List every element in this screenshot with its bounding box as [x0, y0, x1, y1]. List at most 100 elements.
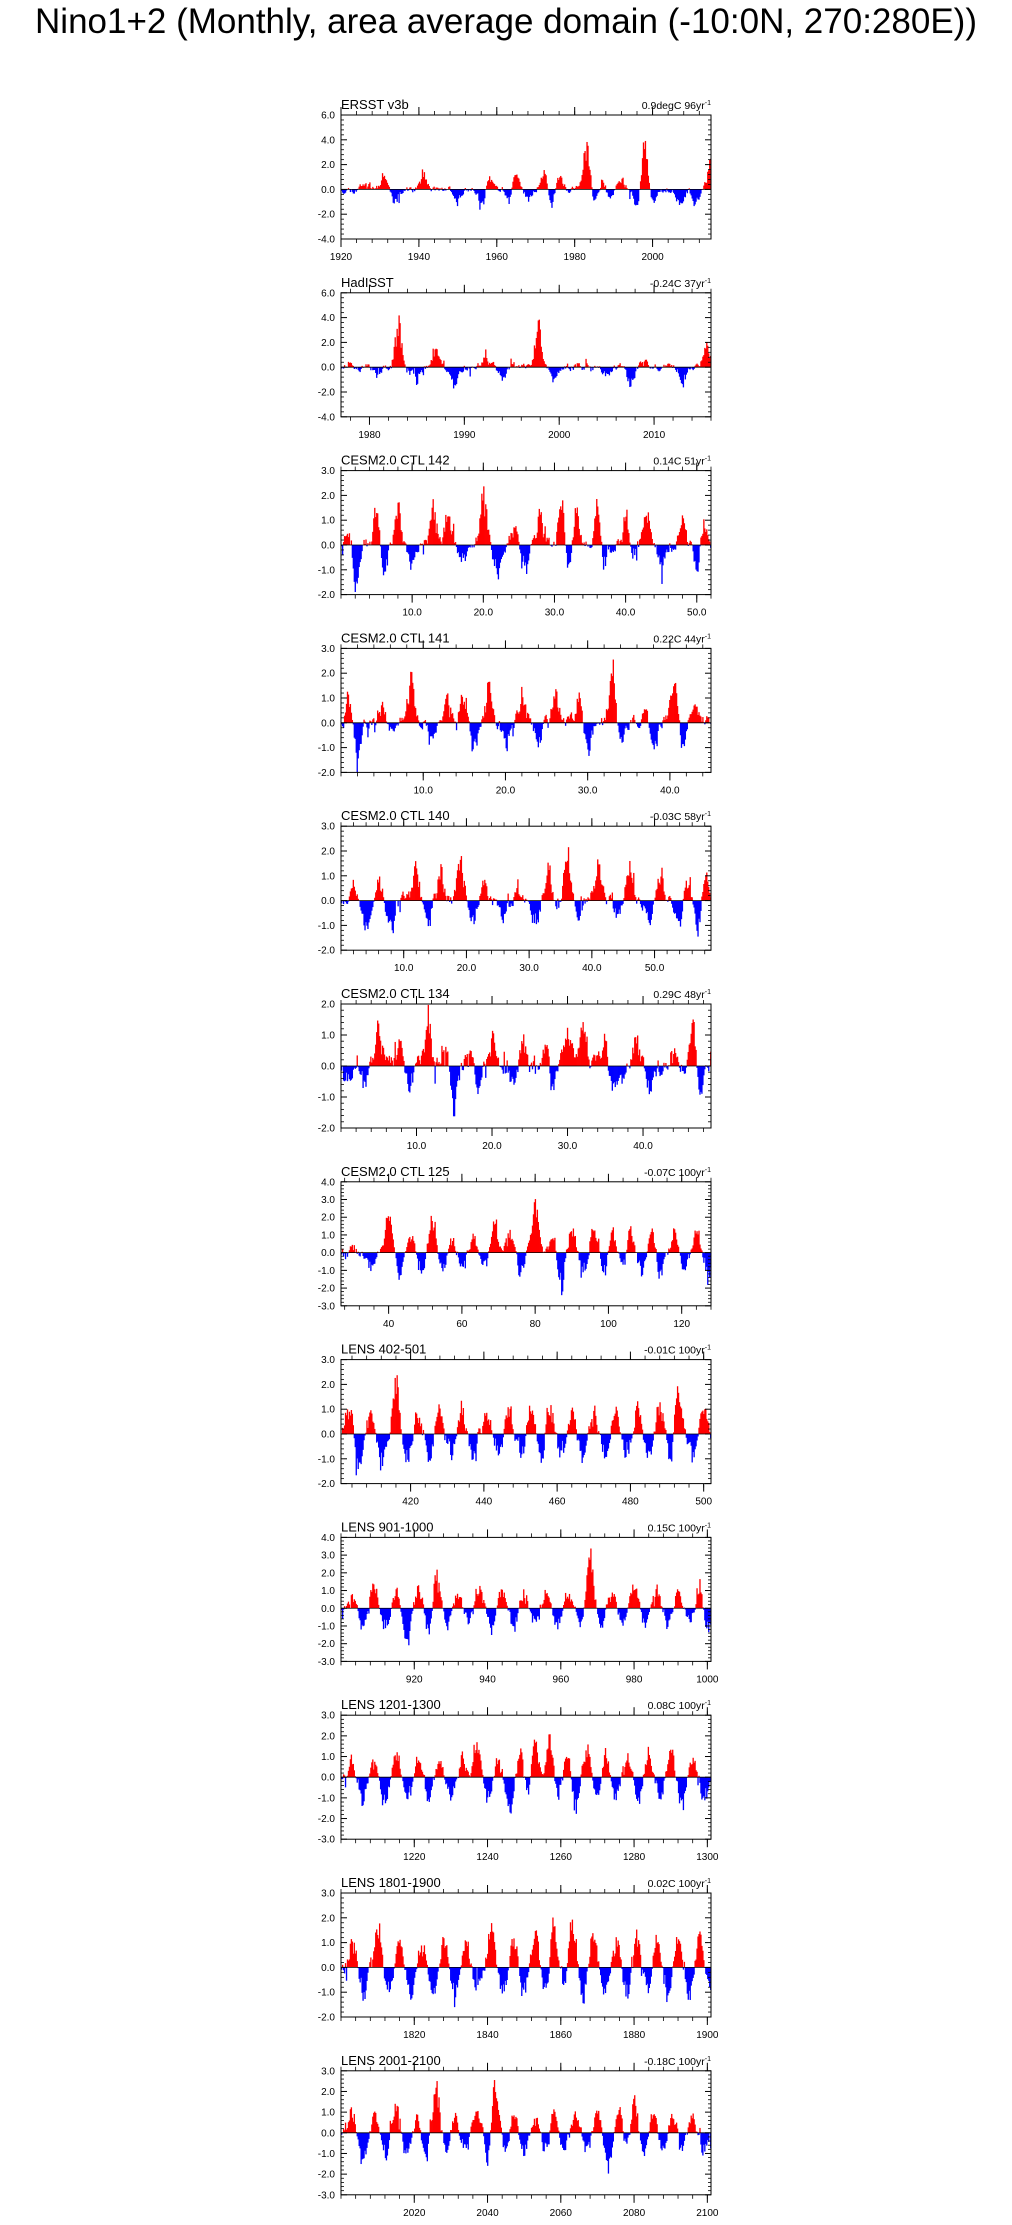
data-bar — [430, 519, 432, 545]
data-bar — [708, 1066, 710, 1072]
data-bar — [638, 1416, 641, 1434]
data-bar — [587, 145, 589, 190]
data-bar — [453, 1777, 456, 1789]
data-bar — [546, 875, 548, 901]
data-bar — [344, 189, 347, 193]
data-bar — [518, 894, 520, 901]
data-bar — [692, 709, 694, 723]
data-bar — [561, 719, 563, 723]
data-bar — [436, 893, 438, 901]
data-bar — [565, 365, 568, 368]
data-bar — [645, 515, 648, 545]
data-bar — [687, 720, 689, 723]
data-bar — [701, 535, 703, 545]
panel-title: LENS 901-1000 — [341, 1519, 434, 1534]
data-bar — [685, 530, 687, 545]
data-bar — [693, 705, 695, 723]
data-bar — [374, 897, 376, 901]
y-tick-label: 0.0 — [321, 1773, 335, 1784]
data-bar — [510, 189, 512, 195]
data-bar — [368, 1252, 370, 1268]
data-bar — [498, 545, 501, 569]
data-bar — [526, 189, 529, 197]
data-bar — [528, 900, 531, 904]
data-bar — [420, 722, 423, 729]
data-bar — [363, 719, 365, 723]
data-bar — [707, 717, 709, 723]
data-bar — [632, 882, 634, 901]
data-bar — [574, 1235, 576, 1253]
data-bar — [659, 722, 661, 725]
data-bar — [393, 346, 395, 368]
data-bar — [492, 709, 495, 723]
data-bar — [525, 704, 527, 723]
x-tick-label: 1990 — [453, 430, 476, 441]
data-bar — [594, 888, 596, 901]
y-tick-label: -2.0 — [318, 1479, 336, 1490]
data-bar — [341, 1427, 344, 1434]
data-bar — [550, 1405, 552, 1434]
data-bar — [649, 900, 651, 926]
data-bar — [491, 1608, 494, 1625]
data-bar — [364, 721, 366, 723]
data-bar — [476, 1246, 478, 1253]
data-bar — [376, 1252, 378, 1258]
data-bar — [360, 900, 362, 911]
data-bar — [669, 363, 671, 368]
data-bar — [360, 1777, 362, 1794]
data-bar — [485, 1252, 487, 1260]
x-tick-label: 60 — [456, 1319, 468, 1330]
data-bar — [450, 1777, 452, 1801]
data-bar — [512, 364, 514, 368]
data-bar — [357, 1434, 359, 1470]
data-bar — [541, 178, 543, 190]
data-bar — [656, 1584, 658, 1609]
data-bar — [507, 1777, 509, 1807]
data-bar — [359, 722, 361, 744]
data-bar — [368, 722, 370, 729]
data-bar — [626, 367, 628, 378]
data-bar — [574, 900, 576, 907]
data-bar — [638, 362, 641, 368]
bar-series — [341, 315, 712, 389]
data-bar — [460, 367, 463, 373]
data-bar — [587, 897, 589, 901]
data-bar — [562, 1777, 564, 1781]
data-bar — [366, 1420, 368, 1434]
data-bar — [452, 1777, 454, 1796]
data-bar — [653, 1774, 655, 1778]
data-bar — [583, 722, 585, 734]
data-bar — [511, 722, 513, 725]
data-bar — [641, 1252, 644, 1275]
data-bar — [386, 182, 389, 190]
data-bar — [512, 1240, 514, 1253]
data-bar — [567, 1039, 570, 1066]
data-bar — [408, 1066, 410, 1092]
data-bar — [667, 715, 669, 723]
data-bar — [479, 1428, 481, 1434]
data-bar — [584, 151, 586, 190]
data-bar — [632, 1771, 634, 1778]
data-bar — [555, 188, 557, 190]
data-bar — [487, 1608, 489, 1617]
data-bar — [470, 1608, 472, 1613]
data-bar — [624, 1766, 626, 1778]
data-bar — [352, 1066, 354, 1070]
data-bar — [436, 1057, 438, 1066]
data-bar — [372, 367, 374, 371]
data-bar — [636, 1405, 638, 1434]
data-bar — [691, 1764, 693, 1778]
data-bar — [707, 1608, 709, 1622]
data-bar — [578, 528, 580, 545]
data-bar — [640, 1777, 643, 1790]
data-bar — [472, 1434, 474, 1460]
data-bar — [535, 1608, 538, 1622]
data-bar — [504, 189, 506, 196]
data-bar — [638, 1601, 641, 1609]
data-bar — [570, 1043, 573, 1066]
data-bar — [388, 900, 391, 922]
data-bar — [612, 189, 614, 196]
data-bar — [671, 189, 673, 192]
data-bar — [579, 366, 581, 368]
data-bar — [658, 189, 660, 192]
